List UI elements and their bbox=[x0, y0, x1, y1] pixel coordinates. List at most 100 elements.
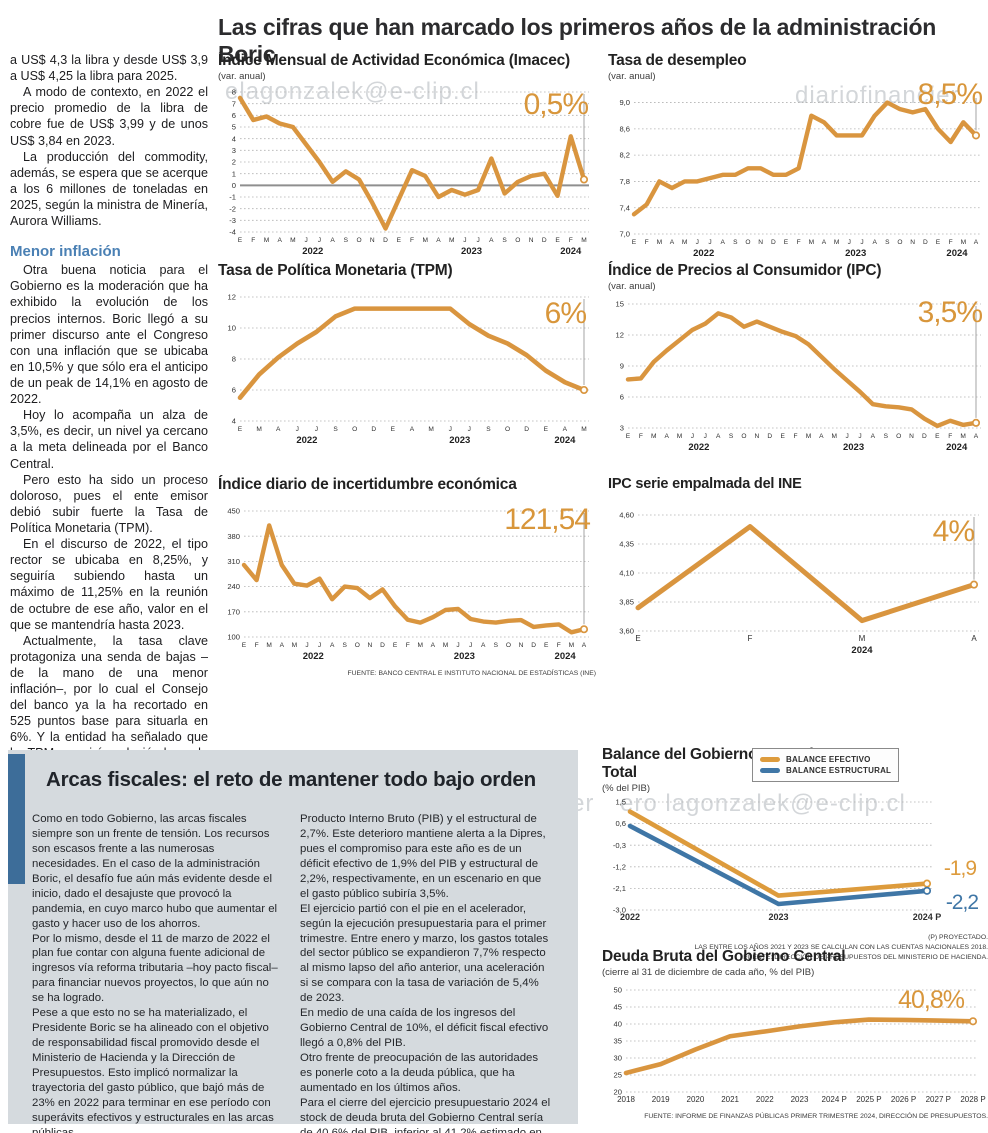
svg-text:D: D bbox=[383, 237, 388, 244]
svg-text:-0,3: -0,3 bbox=[613, 841, 626, 850]
page-title: Las cifras que han marcado los primeros … bbox=[218, 14, 937, 67]
svg-text:A: A bbox=[410, 426, 415, 433]
svg-text:S: S bbox=[885, 239, 890, 246]
svg-text:2019: 2019 bbox=[652, 1095, 670, 1104]
fiscal-section: Arcas fiscales: el reto de mantener todo… bbox=[8, 750, 578, 1133]
svg-text:J: J bbox=[456, 642, 459, 649]
chart-desempleo-title: Tasa de desempleo bbox=[608, 52, 747, 69]
svg-text:0,6: 0,6 bbox=[615, 819, 626, 828]
svg-text:J: J bbox=[704, 433, 707, 440]
svg-text:E: E bbox=[555, 237, 560, 244]
svg-text:M: M bbox=[581, 426, 587, 433]
svg-text:20: 20 bbox=[614, 1088, 622, 1097]
svg-text:35: 35 bbox=[614, 1037, 622, 1046]
chart-deuda-title: Deuda Bruta del Gobierno Central bbox=[602, 948, 846, 965]
svg-text:F: F bbox=[406, 642, 410, 649]
chart-balance-legend: BALANCE EFECTIVO BALANCE ESTRUCTURAL bbox=[752, 748, 900, 782]
chart-desempleo-value: 8,5% bbox=[917, 78, 983, 111]
svg-text:J: J bbox=[463, 237, 466, 244]
svg-text:2023: 2023 bbox=[768, 912, 788, 922]
svg-text:2022: 2022 bbox=[756, 1095, 774, 1104]
svg-text:J: J bbox=[449, 426, 452, 433]
svg-text:O: O bbox=[357, 237, 362, 244]
fiscal-paragraph: Pese a que esto no se ha materializado, … bbox=[32, 1007, 274, 1133]
chart-ipc-ine-plot: 4,60 4,35 4,10 3,85 3,60E F M A 2024 bbox=[619, 511, 979, 656]
svg-text:2027 P: 2027 P bbox=[926, 1095, 951, 1104]
article-paragraph: Pero esto ha sido un proceso doloroso, p… bbox=[10, 472, 208, 535]
svg-text:E: E bbox=[626, 433, 631, 440]
article-paragraph: En el discurso de 2022, el tipo rector s… bbox=[10, 537, 208, 632]
svg-text:A: A bbox=[330, 642, 335, 649]
svg-text:2024: 2024 bbox=[554, 435, 576, 446]
svg-text:S: S bbox=[343, 642, 348, 649]
svg-text:7,8: 7,8 bbox=[619, 177, 630, 186]
svg-text:5: 5 bbox=[232, 123, 236, 132]
chart-ipc: Índice de Precios al Consumidor (IPC) (v… bbox=[608, 262, 988, 461]
svg-text:M: M bbox=[256, 426, 262, 433]
svg-text:J: J bbox=[305, 237, 308, 244]
chart-balance-estructural-value: -2,2 bbox=[945, 891, 979, 914]
svg-text:2023: 2023 bbox=[461, 246, 482, 257]
chart-desempleo: Tasa de desempleo (var. anual) 9,0 8,6 8,2… bbox=[608, 52, 988, 267]
svg-text:S: S bbox=[733, 239, 738, 246]
chart-ipc-title: Índice de Precios al Consumidor (IPC) bbox=[608, 262, 882, 279]
svg-text:O: O bbox=[355, 642, 360, 649]
svg-text:9,0: 9,0 bbox=[619, 98, 630, 107]
svg-text:F: F bbox=[748, 634, 753, 643]
svg-text:M: M bbox=[960, 433, 966, 440]
svg-text:A: A bbox=[436, 237, 441, 244]
svg-text:S: S bbox=[344, 237, 349, 244]
svg-text:M: M bbox=[418, 642, 424, 649]
svg-text:F: F bbox=[251, 237, 255, 244]
chart-incertidumbre: Índice diario de incertidumbre económica… bbox=[218, 476, 596, 677]
svg-text:3,85: 3,85 bbox=[619, 598, 634, 607]
svg-text:-1,2: -1,2 bbox=[613, 862, 626, 871]
svg-text:N: N bbox=[519, 642, 524, 649]
svg-text:M: M bbox=[831, 433, 837, 440]
svg-text:E: E bbox=[936, 239, 941, 246]
svg-text:M: M bbox=[428, 426, 434, 433]
article-column: a US$ 4,3 la libra y desde US$ 3,9 a US$… bbox=[10, 52, 208, 842]
svg-text:D: D bbox=[531, 642, 536, 649]
svg-text:A: A bbox=[819, 433, 824, 440]
article-paragraph: La producción del commodity, además, se … bbox=[10, 149, 208, 229]
svg-text:M: M bbox=[809, 239, 815, 246]
svg-text:4: 4 bbox=[232, 417, 236, 426]
legend-label-estructural: BALANCE ESTRUCTURAL bbox=[786, 766, 892, 775]
svg-text:12: 12 bbox=[228, 293, 236, 302]
svg-text:4,35: 4,35 bbox=[619, 540, 634, 549]
svg-text:E: E bbox=[393, 642, 398, 649]
svg-text:310: 310 bbox=[227, 557, 240, 566]
chart-imacec-subtitle: (var. anual) bbox=[218, 71, 266, 82]
svg-text:6: 6 bbox=[232, 386, 236, 395]
svg-text:M: M bbox=[266, 642, 272, 649]
fiscal-paragraph: Otro frente de preocupación de las autor… bbox=[300, 1052, 539, 1094]
svg-text:1,5: 1,5 bbox=[615, 798, 626, 807]
svg-text:40: 40 bbox=[614, 1020, 622, 1029]
svg-text:50: 50 bbox=[614, 986, 622, 995]
svg-text:2024: 2024 bbox=[946, 442, 968, 453]
svg-text:A: A bbox=[431, 642, 436, 649]
chart-balance-subtitle: (% del PIB) bbox=[602, 783, 651, 794]
legend-swatch-efectivo bbox=[760, 757, 780, 762]
svg-text:F: F bbox=[557, 642, 561, 649]
svg-text:30: 30 bbox=[614, 1054, 622, 1063]
svg-text:S: S bbox=[502, 237, 507, 244]
svg-text:O: O bbox=[896, 433, 901, 440]
chart-ipc-value: 3,5% bbox=[917, 296, 983, 329]
svg-text:M: M bbox=[657, 239, 663, 246]
chart-ipc-ine-subtitle bbox=[608, 493, 988, 497]
svg-text:E: E bbox=[784, 239, 789, 246]
svg-text:A: A bbox=[489, 237, 494, 244]
svg-text:A: A bbox=[276, 426, 281, 433]
svg-text:N: N bbox=[755, 433, 760, 440]
svg-text:2022: 2022 bbox=[688, 442, 709, 453]
svg-text:12: 12 bbox=[616, 331, 624, 340]
svg-text:J: J bbox=[696, 239, 699, 246]
svg-text:O: O bbox=[515, 237, 520, 244]
svg-text:D: D bbox=[380, 642, 385, 649]
chart-desempleo-subtitle: (var. anual) bbox=[608, 71, 656, 82]
svg-text:J: J bbox=[708, 239, 711, 246]
fiscal-paragraph: En medio de una caída de los ingresos de… bbox=[300, 1007, 549, 1050]
